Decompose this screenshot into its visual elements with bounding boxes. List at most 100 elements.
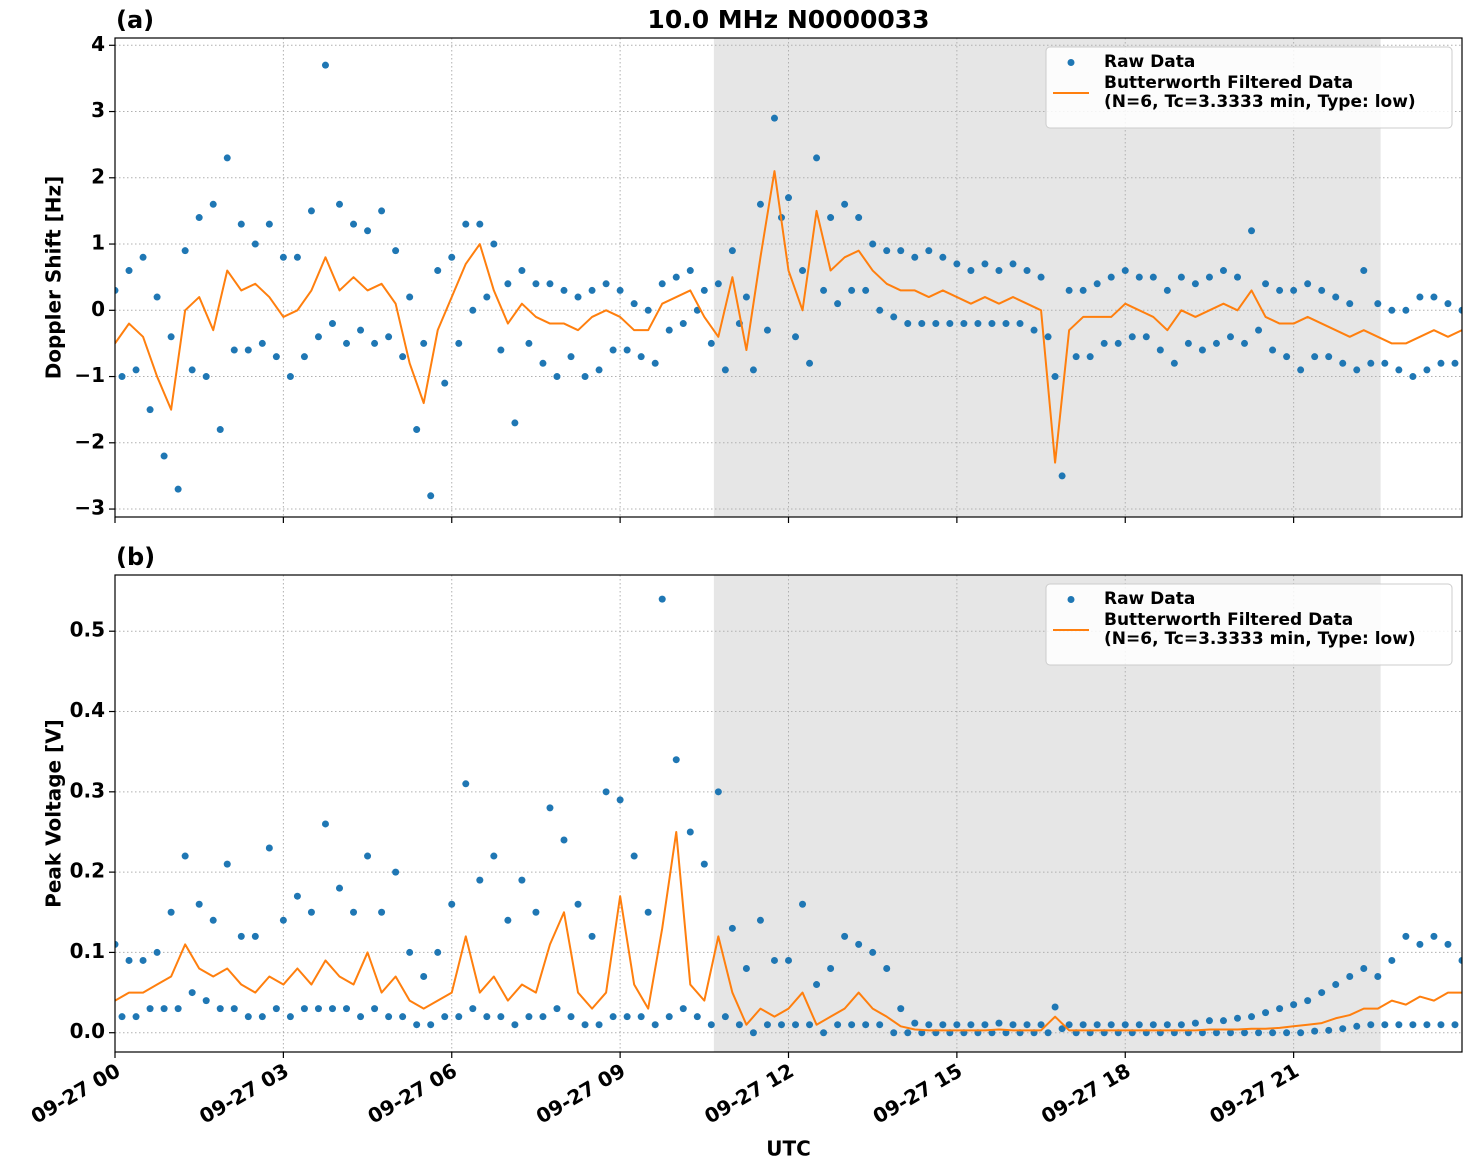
raw-point bbox=[1234, 1014, 1241, 1022]
raw-point bbox=[651, 359, 659, 367]
raw-point bbox=[378, 207, 386, 215]
raw-point bbox=[686, 267, 694, 275]
raw-point bbox=[1212, 1029, 1220, 1037]
raw-point bbox=[202, 997, 210, 1005]
raw-point bbox=[476, 220, 484, 228]
raw-point bbox=[595, 1021, 603, 1029]
raw-point bbox=[679, 1005, 687, 1013]
raw-point bbox=[343, 339, 351, 347]
raw-point bbox=[1325, 1026, 1333, 1034]
raw-point bbox=[1304, 997, 1312, 1005]
raw-point bbox=[1058, 1025, 1066, 1033]
raw-point bbox=[1219, 267, 1227, 275]
raw-point bbox=[181, 247, 189, 255]
raw-point bbox=[188, 366, 196, 374]
raw-point bbox=[1283, 353, 1291, 361]
raw-point bbox=[623, 1013, 631, 1021]
raw-point bbox=[1255, 1029, 1263, 1037]
raw-point bbox=[918, 320, 926, 328]
raw-point bbox=[1276, 286, 1284, 294]
raw-point bbox=[1107, 273, 1115, 281]
raw-point bbox=[1170, 359, 1178, 367]
raw-point bbox=[1381, 359, 1389, 367]
raw-point bbox=[1402, 306, 1410, 314]
raw-point bbox=[630, 852, 638, 860]
raw-point bbox=[1065, 1021, 1073, 1029]
raw-point bbox=[125, 956, 133, 964]
raw-point bbox=[1163, 1021, 1171, 1029]
raw-point bbox=[883, 964, 891, 972]
raw-point bbox=[483, 293, 491, 301]
raw-point bbox=[813, 154, 821, 162]
raw-point bbox=[132, 1013, 140, 1021]
y-tick-label: −2 bbox=[74, 429, 105, 453]
raw-point bbox=[1044, 333, 1052, 341]
raw-point bbox=[1100, 339, 1108, 347]
raw-point bbox=[272, 1005, 280, 1013]
raw-point bbox=[455, 339, 463, 347]
raw-point bbox=[890, 313, 898, 321]
raw-point bbox=[1374, 973, 1382, 981]
raw-point bbox=[700, 286, 708, 294]
raw-point bbox=[1023, 267, 1031, 275]
raw-point bbox=[658, 280, 666, 288]
raw-point bbox=[1409, 1021, 1417, 1029]
raw-point bbox=[469, 306, 477, 314]
x-tick-label: 09-27 15 bbox=[869, 1058, 967, 1128]
raw-point bbox=[1451, 1021, 1459, 1029]
raw-point bbox=[441, 1013, 449, 1021]
raw-point bbox=[216, 426, 224, 434]
raw-point bbox=[1416, 940, 1424, 948]
raw-point bbox=[511, 419, 519, 427]
raw-point bbox=[637, 353, 645, 361]
raw-point bbox=[1276, 1005, 1284, 1013]
raw-point bbox=[1107, 1021, 1115, 1029]
series-group bbox=[115, 595, 1462, 1037]
raw-point bbox=[265, 844, 273, 852]
y-tick-label: 0.3 bbox=[70, 778, 105, 802]
raw-point bbox=[665, 326, 673, 334]
raw-point bbox=[777, 1021, 785, 1029]
raw-point bbox=[756, 916, 764, 924]
raw-point bbox=[1346, 300, 1354, 308]
raw-point bbox=[286, 373, 294, 381]
raw-point bbox=[1241, 339, 1249, 347]
raw-point bbox=[876, 1021, 884, 1029]
raw-point bbox=[1255, 326, 1263, 334]
raw-point bbox=[749, 366, 757, 374]
raw-point bbox=[427, 1021, 435, 1029]
y-tick-label: 0.0 bbox=[70, 1019, 105, 1043]
raw-point bbox=[1135, 1021, 1143, 1029]
raw-point bbox=[293, 892, 301, 900]
raw-point bbox=[336, 200, 343, 208]
raw-point bbox=[742, 964, 750, 972]
raw-point bbox=[911, 253, 919, 261]
raw-point bbox=[1262, 1009, 1270, 1017]
raw-point bbox=[1423, 1021, 1431, 1029]
raw-point bbox=[553, 373, 561, 381]
raw-point bbox=[770, 114, 778, 122]
raw-point bbox=[343, 1005, 351, 1013]
raw-point bbox=[490, 852, 498, 860]
raw-point bbox=[911, 1019, 919, 1027]
raw-point bbox=[132, 366, 140, 374]
raw-point bbox=[525, 1013, 533, 1021]
raw-point bbox=[420, 973, 428, 981]
filtered-line bbox=[115, 830, 1462, 1032]
raw-point bbox=[651, 1021, 659, 1029]
raw-point bbox=[1009, 1021, 1017, 1029]
raw-point bbox=[230, 1005, 238, 1013]
raw-point bbox=[265, 220, 273, 228]
raw-point bbox=[237, 220, 245, 228]
raw-point bbox=[939, 253, 947, 261]
raw-point bbox=[714, 788, 722, 796]
raw-point bbox=[869, 948, 877, 956]
raw-point bbox=[609, 1013, 617, 1021]
raw-point bbox=[932, 320, 940, 328]
axes-frame bbox=[114, 37, 1463, 518]
raw-point bbox=[314, 333, 322, 341]
raw-point bbox=[420, 339, 428, 347]
raw-point bbox=[1128, 333, 1136, 341]
raw-point bbox=[1086, 353, 1094, 361]
raw-point bbox=[146, 1005, 154, 1013]
